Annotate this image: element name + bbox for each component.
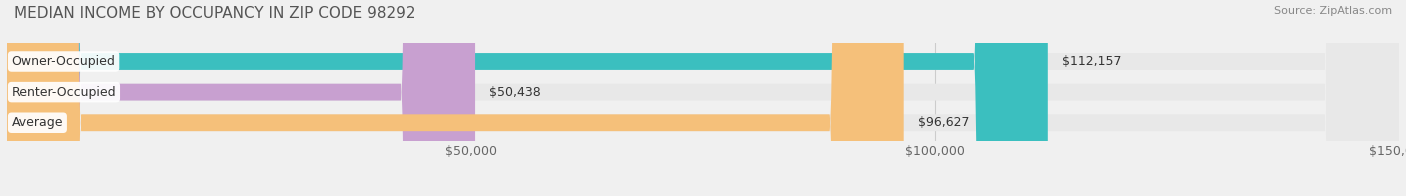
FancyBboxPatch shape (7, 0, 904, 196)
FancyBboxPatch shape (7, 0, 475, 196)
Text: MEDIAN INCOME BY OCCUPANCY IN ZIP CODE 98292: MEDIAN INCOME BY OCCUPANCY IN ZIP CODE 9… (14, 6, 416, 21)
FancyBboxPatch shape (7, 0, 1399, 196)
Text: $112,157: $112,157 (1062, 55, 1121, 68)
FancyBboxPatch shape (7, 0, 1047, 196)
Text: $96,627: $96,627 (918, 116, 969, 129)
Text: Average: Average (11, 116, 63, 129)
FancyBboxPatch shape (7, 0, 1399, 196)
Text: Source: ZipAtlas.com: Source: ZipAtlas.com (1274, 6, 1392, 16)
Text: $50,438: $50,438 (489, 86, 541, 99)
Text: Renter-Occupied: Renter-Occupied (11, 86, 117, 99)
FancyBboxPatch shape (7, 0, 1399, 196)
Text: Owner-Occupied: Owner-Occupied (11, 55, 115, 68)
